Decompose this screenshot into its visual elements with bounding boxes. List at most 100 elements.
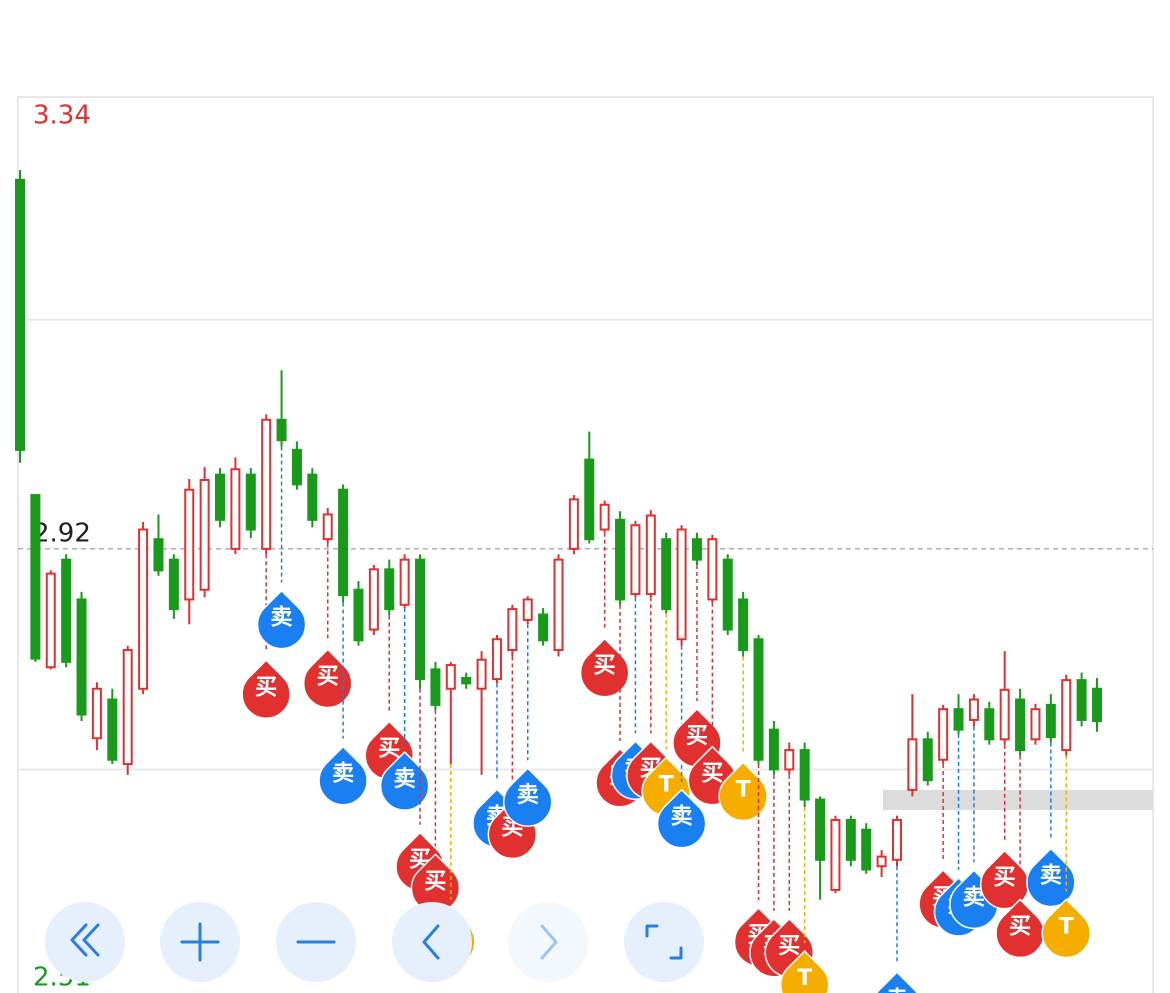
marker-label: 卖 xyxy=(394,766,416,792)
candle-body xyxy=(15,178,25,451)
marker-drop xyxy=(256,589,307,650)
marker-label: 买 xyxy=(255,675,277,700)
candle-body xyxy=(215,473,226,521)
candle-body xyxy=(784,749,795,771)
marker-label: 卖 xyxy=(332,761,354,787)
marker-label: 买 xyxy=(701,762,723,787)
candle-body xyxy=(645,514,656,596)
fullscreen-button[interactable] xyxy=(624,902,704,982)
trade-marker: 卖 xyxy=(876,971,918,993)
candle-body xyxy=(45,572,56,669)
candle-body xyxy=(953,708,964,731)
marker-label: 卖 xyxy=(963,884,985,910)
prev-button[interactable] xyxy=(392,902,472,982)
marker-drop xyxy=(579,637,630,698)
candle-body xyxy=(568,498,579,550)
marker-drop xyxy=(718,761,768,822)
candle-body xyxy=(338,488,349,597)
marker-label: T xyxy=(797,966,812,991)
marker-label: 买 xyxy=(686,724,708,749)
candle-body xyxy=(415,558,426,681)
marker-label: 买 xyxy=(424,869,446,894)
trade-marker: 卖 xyxy=(1026,847,1076,908)
candle-body xyxy=(138,528,149,690)
candle-body xyxy=(168,558,179,611)
trade-marker: 买 xyxy=(303,648,353,709)
candle-body xyxy=(491,638,502,681)
candle-body xyxy=(1061,679,1072,752)
candle-body xyxy=(538,613,549,642)
trade-marker: 买 xyxy=(995,898,1045,959)
candle-body xyxy=(830,819,841,891)
marker-drop xyxy=(1026,847,1076,908)
candle-body xyxy=(707,538,718,601)
candle-body xyxy=(307,473,318,521)
marker-drop xyxy=(876,971,918,993)
candle-body xyxy=(891,819,902,861)
next-button[interactable] xyxy=(508,902,588,982)
candle-body xyxy=(615,518,626,601)
candle-body xyxy=(384,568,395,611)
marker-drop xyxy=(503,767,553,827)
candle-body xyxy=(938,708,949,761)
marker-drop xyxy=(779,950,830,993)
candle-body xyxy=(76,598,87,716)
candle-body xyxy=(522,598,533,621)
candle-body xyxy=(184,488,195,601)
marker-label: 卖 xyxy=(886,986,908,993)
marker-label: 买 xyxy=(1009,914,1031,939)
candle-body xyxy=(107,698,118,761)
candle-body xyxy=(738,598,749,652)
candle-body xyxy=(907,738,918,791)
candle-body xyxy=(291,448,302,486)
marker-drop xyxy=(303,648,353,709)
marker-label: T xyxy=(659,772,674,797)
candle-body xyxy=(353,588,364,642)
candle-body xyxy=(661,538,672,611)
candle-body xyxy=(461,676,472,685)
marker-label: 卖 xyxy=(271,605,293,631)
zoom-in-button[interactable] xyxy=(160,902,240,982)
candle-body xyxy=(199,479,210,591)
candle-body xyxy=(1092,687,1102,723)
candle-body xyxy=(753,638,764,761)
trade-marker: T xyxy=(779,950,830,993)
marker-label: T xyxy=(1059,914,1074,939)
candle-body xyxy=(999,688,1010,741)
trade-marker: T xyxy=(1041,898,1091,959)
zoom-out-button[interactable] xyxy=(276,902,356,982)
candle-body xyxy=(445,664,456,690)
candle-body xyxy=(430,668,441,706)
trade-marker: 买 xyxy=(579,637,630,698)
candle-body xyxy=(61,558,72,663)
reference-label: 2.92 xyxy=(33,518,91,548)
candle-body xyxy=(584,458,595,541)
trade-marker: 卖 xyxy=(503,767,553,827)
trade-marker: 卖 xyxy=(656,788,707,849)
candle-body xyxy=(722,558,733,631)
candle-body xyxy=(368,568,379,631)
candle-body xyxy=(861,828,872,871)
candle-body xyxy=(122,649,133,766)
marker-drop xyxy=(241,659,291,719)
marker-label: 买 xyxy=(378,737,400,762)
candle-body xyxy=(91,687,102,740)
candle-body xyxy=(876,855,887,868)
candle-body xyxy=(768,728,779,771)
candle-body xyxy=(984,708,995,741)
marker-label: 卖 xyxy=(517,782,539,808)
candle-body xyxy=(799,749,810,801)
candle-body xyxy=(922,738,933,782)
marker-label: 买 xyxy=(994,866,1016,891)
first-button[interactable] xyxy=(45,902,125,982)
candle-body xyxy=(230,468,241,550)
candle-body xyxy=(276,418,287,442)
marker-drop xyxy=(656,788,707,849)
candle-body xyxy=(399,558,410,606)
candle-body xyxy=(845,819,856,861)
candle-body xyxy=(630,524,641,596)
candle-body xyxy=(676,528,687,641)
candle-body xyxy=(599,503,610,531)
